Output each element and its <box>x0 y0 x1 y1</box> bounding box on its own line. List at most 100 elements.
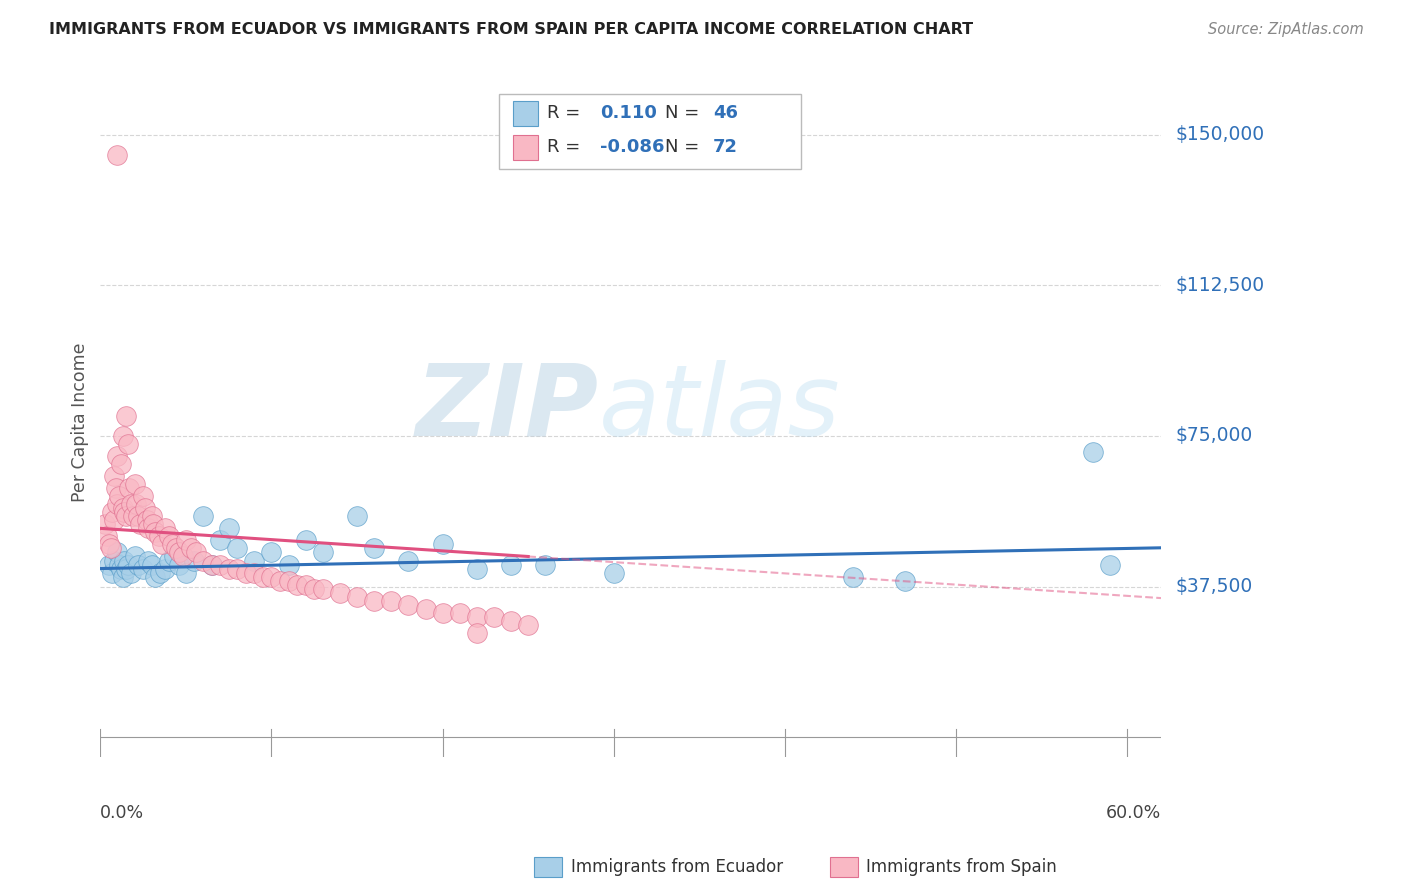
Point <box>118 481 141 495</box>
Point <box>120 497 142 511</box>
Point <box>111 501 134 516</box>
Point <box>174 566 197 580</box>
Point <box>155 521 177 535</box>
Point <box>108 558 131 572</box>
Point <box>127 558 149 572</box>
Point <box>115 509 138 524</box>
Point <box>312 582 335 596</box>
Point <box>108 489 131 503</box>
Text: IMMIGRANTS FROM ECUADOR VS IMMIGRANTS FROM SPAIN PER CAPITA INCOME CORRELATION C: IMMIGRANTS FROM ECUADOR VS IMMIGRANTS FR… <box>49 22 973 37</box>
Point <box>150 537 173 551</box>
Point <box>141 509 163 524</box>
Point <box>218 561 240 575</box>
Point <box>107 497 129 511</box>
Point <box>167 545 190 559</box>
Point <box>432 537 454 551</box>
Point <box>1081 445 1104 459</box>
Point <box>186 545 208 559</box>
Text: $112,500: $112,500 <box>1175 276 1264 294</box>
Point <box>517 617 540 632</box>
Point <box>100 541 122 556</box>
Point <box>124 477 146 491</box>
Y-axis label: Per Capita Income: Per Capita Income <box>72 343 89 501</box>
Point <box>465 561 488 575</box>
Text: 60.0%: 60.0% <box>1107 805 1161 822</box>
Point <box>117 558 139 572</box>
Point <box>115 409 138 423</box>
Text: R =: R = <box>547 138 586 156</box>
Point <box>97 558 120 572</box>
Point <box>112 505 135 519</box>
Point <box>165 541 187 556</box>
Point <box>200 558 222 572</box>
Point <box>143 525 166 540</box>
Point <box>103 469 125 483</box>
Point <box>111 429 134 443</box>
Point <box>110 561 132 575</box>
Point <box>97 537 120 551</box>
Point <box>363 541 385 556</box>
Point <box>285 577 308 591</box>
Text: -0.086: -0.086 <box>600 138 665 156</box>
Point <box>163 549 186 564</box>
Text: 46: 46 <box>713 104 738 122</box>
Text: 72: 72 <box>713 138 738 156</box>
Point <box>209 558 232 572</box>
Point <box>304 582 326 596</box>
Text: Source: ZipAtlas.com: Source: ZipAtlas.com <box>1208 22 1364 37</box>
Point <box>432 606 454 620</box>
Text: R =: R = <box>547 104 586 122</box>
Point <box>101 505 124 519</box>
Point <box>329 585 352 599</box>
Point <box>122 509 145 524</box>
Point <box>183 553 205 567</box>
Point <box>127 509 149 524</box>
Point <box>465 625 488 640</box>
Point <box>842 569 865 583</box>
Point <box>111 569 134 583</box>
Point <box>269 574 291 588</box>
Point <box>103 553 125 567</box>
Point <box>346 590 368 604</box>
Point <box>380 593 402 607</box>
Text: 0.0%: 0.0% <box>100 805 145 822</box>
Point <box>149 566 172 580</box>
Point <box>200 558 222 572</box>
Point <box>134 501 156 516</box>
Point <box>180 541 202 556</box>
Text: N =: N = <box>665 138 704 156</box>
Point <box>124 549 146 564</box>
Point <box>191 509 214 524</box>
Point <box>277 574 299 588</box>
Point <box>1099 558 1122 572</box>
Point <box>94 517 117 532</box>
Point <box>110 457 132 471</box>
Point <box>346 509 368 524</box>
Point <box>128 517 150 532</box>
Point <box>243 553 266 567</box>
Text: $150,000: $150,000 <box>1175 125 1264 145</box>
Point <box>107 545 129 559</box>
Point <box>160 537 183 551</box>
Point <box>260 545 283 559</box>
Text: $75,000: $75,000 <box>1175 426 1253 445</box>
Point <box>243 566 266 580</box>
Point <box>294 577 316 591</box>
Point <box>893 574 915 588</box>
Point <box>96 529 118 543</box>
Point <box>103 513 125 527</box>
Point <box>125 497 148 511</box>
Point <box>172 549 194 564</box>
Point <box>260 569 283 583</box>
Point <box>117 437 139 451</box>
Point <box>107 449 129 463</box>
Point <box>141 558 163 572</box>
Point <box>449 606 471 620</box>
Point <box>396 553 419 567</box>
Point <box>167 558 190 572</box>
Point <box>101 566 124 580</box>
Text: N =: N = <box>665 104 704 122</box>
Point <box>136 521 159 535</box>
Point <box>132 561 155 575</box>
Point <box>107 147 129 161</box>
